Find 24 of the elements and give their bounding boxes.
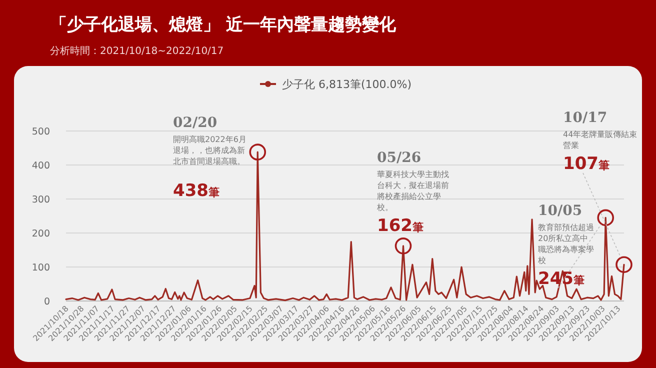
y-tick-label: 300: [32, 194, 50, 206]
annotation: 438筆: [173, 181, 220, 201]
chart-subtitle: 分析時間：2021/10/18~2022/10/17: [50, 45, 224, 57]
y-tick-label: 200: [32, 228, 50, 240]
point: [597, 209, 614, 226]
text: 10/17: [563, 110, 608, 126]
annotation: 107筆: [563, 154, 610, 174]
y-tick-label: 400: [32, 160, 50, 172]
annotation: 44年老牌量販傳結束營業: [563, 129, 638, 151]
annotation: 05/26: [377, 150, 422, 166]
y-tick-label: 100: [32, 262, 50, 274]
annotation: 華夏科技大學主動找台科大，擬在退場前將校產捐給公立學校。: [377, 169, 450, 213]
annotation: 開明高職2022年6月退場，，也將成為新北市首間退場高職。: [173, 134, 248, 167]
point: [616, 256, 632, 274]
chart-title: 「少子化退場、熄燈」 近一年內聲量趨勢變化: [50, 15, 397, 35]
y-tick-label: 500: [32, 126, 50, 138]
annotation: 教育部預估超過20所私立高中職恐將為專案學校: [538, 222, 595, 266]
point: [394, 238, 412, 254]
y-tick-label: 0: [44, 296, 50, 308]
legend: 少子化 6,813筆(100.0%): [260, 78, 412, 91]
annotation: 10/05: [538, 203, 582, 219]
annotation: 02/20: [173, 115, 218, 131]
point: [249, 144, 266, 160]
annotation: 162筆: [377, 216, 424, 236]
